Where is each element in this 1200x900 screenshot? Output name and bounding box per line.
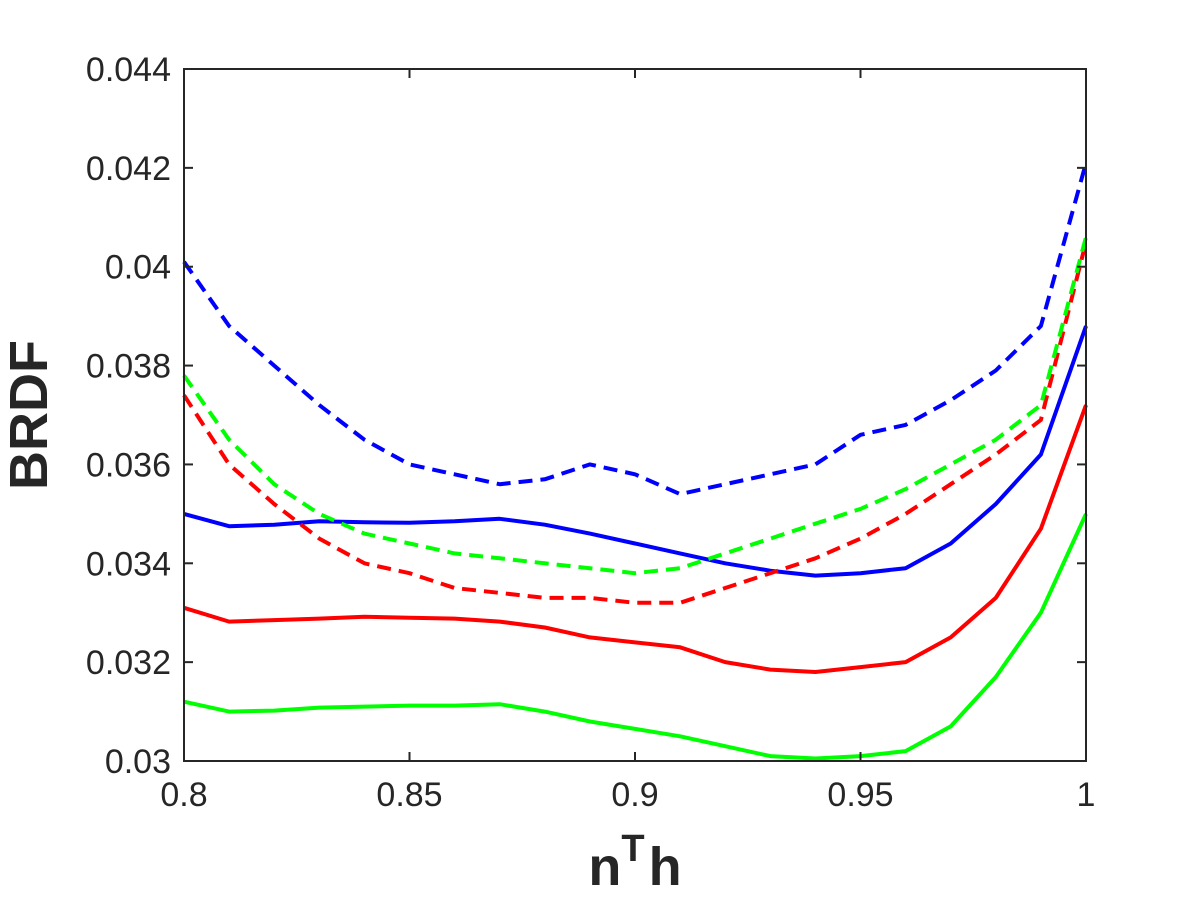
plot-frame (183, 68, 1087, 762)
x-tick-label: 0.8 (160, 776, 207, 814)
x-tick-label: 0.95 (827, 776, 893, 814)
y-axis-title: BRDF (0, 340, 59, 490)
y-tick-label: 0.034 (86, 545, 171, 583)
series-line-2-solid (183, 404, 1088, 674)
x-axis-title-tail: h (649, 837, 682, 897)
x-tick-label: 0.85 (376, 776, 442, 814)
y-tick-label: 0.032 (86, 644, 171, 682)
series-layer (182, 162, 1088, 761)
x-tick-label: 1 (1077, 776, 1096, 814)
x-axis-title-main: n (588, 837, 621, 897)
y-tick-label: 0.038 (86, 348, 171, 386)
series-line-5-dashed (182, 241, 1088, 605)
y-tick-label: 0.042 (86, 150, 171, 188)
series-line-4-dashed (182, 162, 1088, 497)
tick-layer: 0.8 0.85 0.9 0.95 1 0.03 0.032 0.034 0.036 0.038 0… (86, 51, 1096, 814)
y-tick-label: 0.03 (105, 743, 171, 781)
y-tick-label: 0.044 (86, 51, 171, 89)
x-axis-title: nTh (588, 828, 681, 897)
y-tick-label: 0.036 (86, 446, 171, 484)
x-tick-label: 0.9 (611, 776, 658, 814)
y-tick-label: 0.04 (105, 249, 171, 287)
series-line-6-dashed (182, 236, 1088, 576)
series-line-3-solid (183, 513, 1088, 761)
x-axis-title-superscript: T (621, 828, 644, 870)
series-line-1-solid (183, 325, 1088, 578)
